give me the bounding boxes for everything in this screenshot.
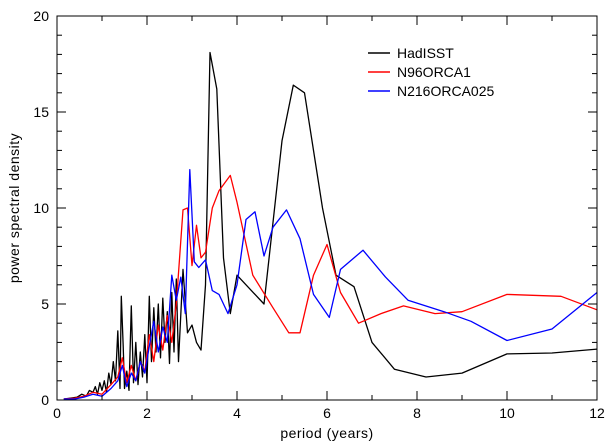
x-tick-label: 6	[323, 405, 331, 421]
y-tick-label: 15	[33, 104, 49, 120]
x-axis-title: period (years)	[280, 425, 373, 441]
series-line-hadisst	[63, 51, 598, 400]
series-layer	[63, 51, 598, 400]
ticks-layer: 0 2 4 6 8 10 12 0 5 10 15 20	[33, 8, 605, 421]
legend-label: N216ORCA025	[397, 83, 494, 99]
x-tick-label: 4	[233, 405, 241, 421]
series-line-n96orca1	[63, 174, 598, 400]
legend: HadISST N96ORCA1 N216ORCA025	[368, 45, 494, 99]
x-tick-label: 8	[413, 405, 421, 421]
x-tick-label: 10	[499, 405, 515, 421]
legend-label: N96ORCA1	[397, 64, 471, 80]
y-tick-label: 0	[41, 392, 49, 408]
y-tick-label: 5	[41, 296, 49, 312]
y-tick-label: 20	[33, 8, 49, 24]
series-line-n216orca025	[63, 168, 598, 400]
x-tick-label: 12	[589, 405, 605, 421]
y-axis-title: power spectral density	[6, 133, 22, 283]
x-tick-label: 0	[53, 405, 61, 421]
y-tick-label: 10	[33, 200, 49, 216]
x-tick-label: 2	[143, 405, 151, 421]
plot-frame	[56, 15, 598, 401]
legend-label: HadISST	[397, 45, 454, 61]
